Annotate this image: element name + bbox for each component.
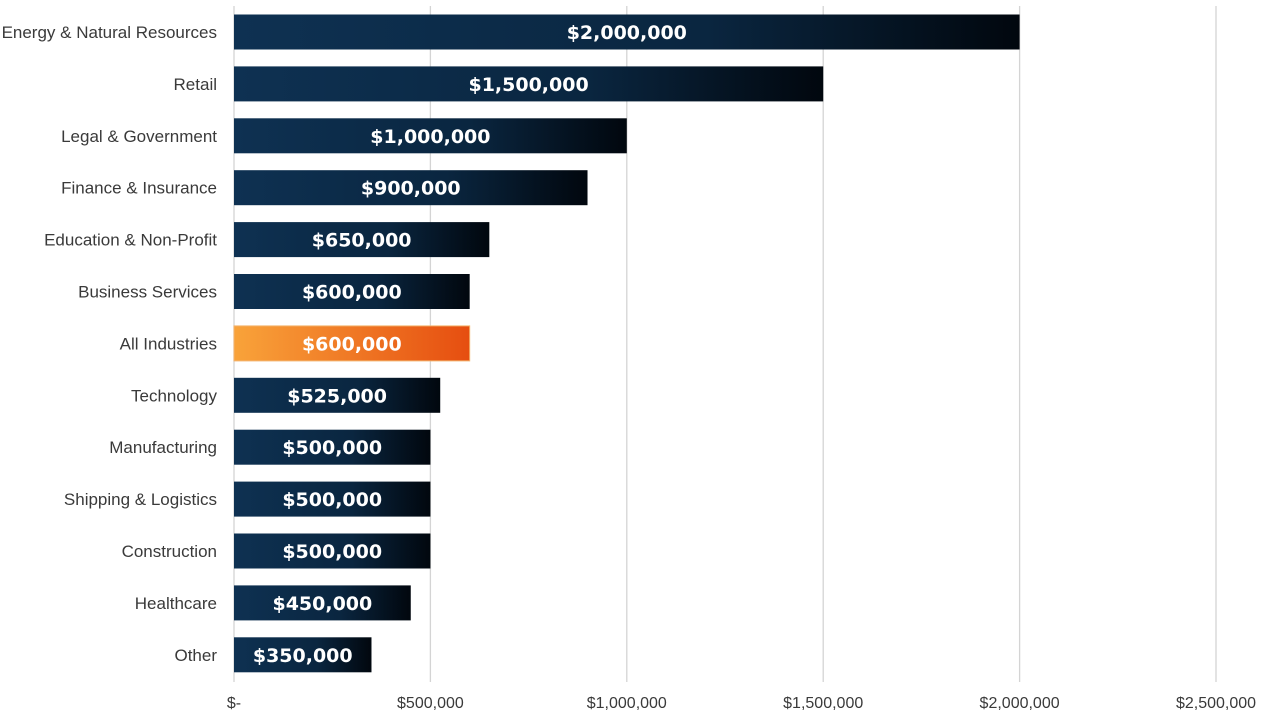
category-label: Construction [122,542,217,561]
x-tick-label: $- [227,695,241,712]
category-labels: Energy & Natural Resources Retail Legal & … [2,23,218,665]
x-tick-label: $1,500,000 [783,695,863,712]
bar-value-label: $525,000 [287,385,387,407]
category-label: Education & Non-Profit [44,231,217,250]
x-tick-label: $500,000 [397,695,464,712]
bar [234,14,1020,50]
category-label: Healthcare [135,594,217,613]
bar-value-label: $500,000 [282,437,382,459]
x-tick-label: $1,000,000 [587,695,667,712]
category-label: Legal & Government [61,127,217,146]
bar [234,222,490,258]
category-label: Technology [131,386,218,405]
bar-value-label: $650,000 [312,230,412,252]
bar [234,481,431,517]
bar-value-label: $600,000 [302,282,402,304]
bar [234,170,588,206]
bar-value-label: $600,000 [302,333,402,355]
bar [234,274,470,309]
bar [234,429,431,465]
bar-value-label: $350,000 [253,645,353,667]
bar-value-label: $450,000 [272,593,372,615]
category-label: Manufacturing [109,438,217,457]
bar-value-label: $900,000 [361,178,461,200]
bar-value-label: $500,000 [282,541,382,563]
category-label: Finance & Insurance [61,179,217,198]
bar [234,637,372,673]
x-axis-tick-labels: $- $500,000 $1,000,000 $1,500,000 $2,000,000… [227,695,1256,712]
bar [234,377,441,413]
bar [234,533,431,569]
category-label: Business Services [78,283,217,302]
category-label: All Industries [120,334,217,353]
x-tick-label: $2,500,000 [1176,695,1256,712]
bar [234,585,411,621]
bar [234,66,824,102]
bar-highlighted [233,325,471,362]
bar [234,118,627,154]
category-label: Retail [174,75,217,94]
bar-value-label: $1,000,000 [370,126,490,148]
x-tick-label: $2,000,000 [980,695,1060,712]
category-label: Other [174,646,217,665]
bar-value-label: $1,500,000 [468,74,588,96]
bar-value-label: $500,000 [282,489,382,511]
category-label: Energy & Natural Resources [2,23,217,42]
category-label: Shipping & Logistics [64,490,217,509]
bars: $2,000,000 $1,500,000 $1,000,000 $900,000 $6… [233,14,1020,673]
bar-value-label: $2,000,000 [567,22,687,44]
